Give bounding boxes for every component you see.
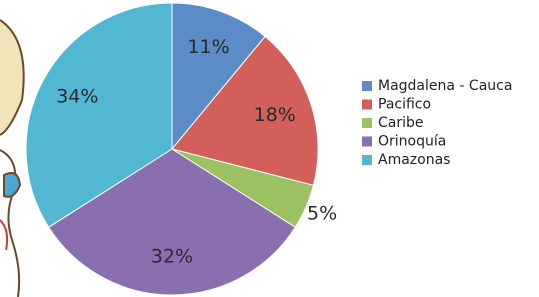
legend-swatch <box>362 137 372 147</box>
legend-label: Caribe <box>378 115 424 131</box>
legend-label: Magdalena - Cauca <box>378 78 512 94</box>
value-label: 34% <box>56 85 98 107</box>
legend-label: Pacifico <box>378 97 431 113</box>
value-label: 18% <box>254 104 296 126</box>
legend-swatch <box>362 155 372 165</box>
chart: 11% 18% 5% 32% 34% Magdalena - Cauca Pacifico C… <box>0 0 539 297</box>
value-label: 32% <box>151 246 193 268</box>
value-label: 5% <box>307 202 337 224</box>
legend-swatch <box>362 100 372 110</box>
legend-label: Amazonas <box>378 152 450 168</box>
legend-label: Orinoquía <box>378 134 446 150</box>
cartoon-decoration <box>0 20 24 297</box>
value-label: 11% <box>187 36 229 58</box>
legend-swatch <box>362 118 372 128</box>
legend-swatch <box>362 81 372 91</box>
